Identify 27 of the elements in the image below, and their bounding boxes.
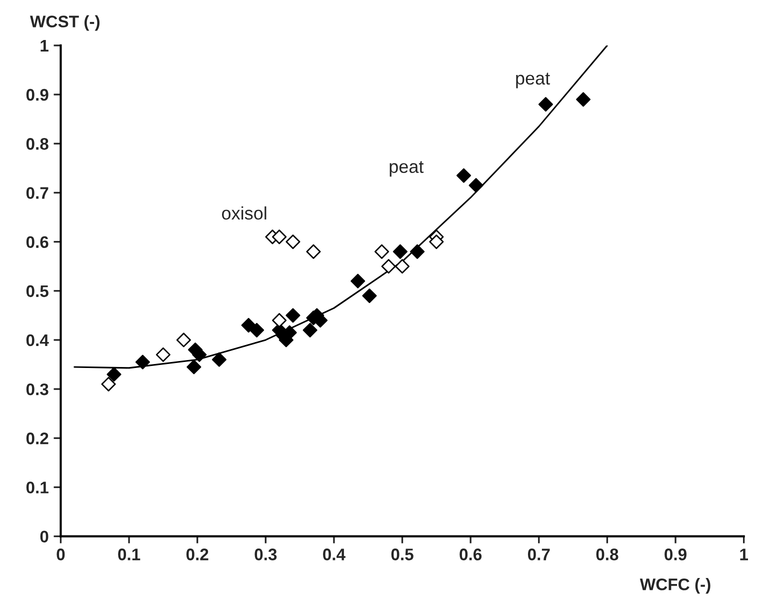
x-tick-label: 0.6 xyxy=(460,548,482,560)
x-tick-label: 0 xyxy=(56,548,65,560)
y-tick-label: 1 xyxy=(40,40,48,52)
x-tick-label: 0.7 xyxy=(528,548,550,560)
x-tick-label: 1 xyxy=(740,548,748,560)
x-tick-label: 0.1 xyxy=(118,548,140,560)
x-tick-label: 0.2 xyxy=(186,548,208,560)
x-tick-label: 0.3 xyxy=(254,548,277,560)
y-tick-label: 0.5 xyxy=(26,285,48,298)
annotation: peat xyxy=(390,161,424,177)
x-axis-title: WCFC (-) xyxy=(640,578,710,594)
annotation: peat xyxy=(516,72,550,88)
y-tick-label: 0.9 xyxy=(26,88,48,101)
y-tick-label: 0.8 xyxy=(26,138,48,150)
x-tick-label: 0.4 xyxy=(323,548,346,560)
x-tick-label: 0.8 xyxy=(596,548,618,560)
annotation: oxisol xyxy=(222,206,266,220)
x-tick-label: 0.5 xyxy=(391,548,414,560)
y-tick-label: 0.6 xyxy=(26,236,48,248)
y-axis-title: WCST (-) xyxy=(30,15,100,31)
y-tick-label: 0.4 xyxy=(26,334,49,346)
y-tick-label: 0.7 xyxy=(26,187,48,199)
y-tick-label: 0.3 xyxy=(26,383,48,396)
y-tick-label: 0.2 xyxy=(26,432,48,444)
y-tick-label: 0.1 xyxy=(26,482,48,494)
x-tick-label: 0.9 xyxy=(664,548,686,560)
y-tick-label: 0 xyxy=(40,530,48,543)
